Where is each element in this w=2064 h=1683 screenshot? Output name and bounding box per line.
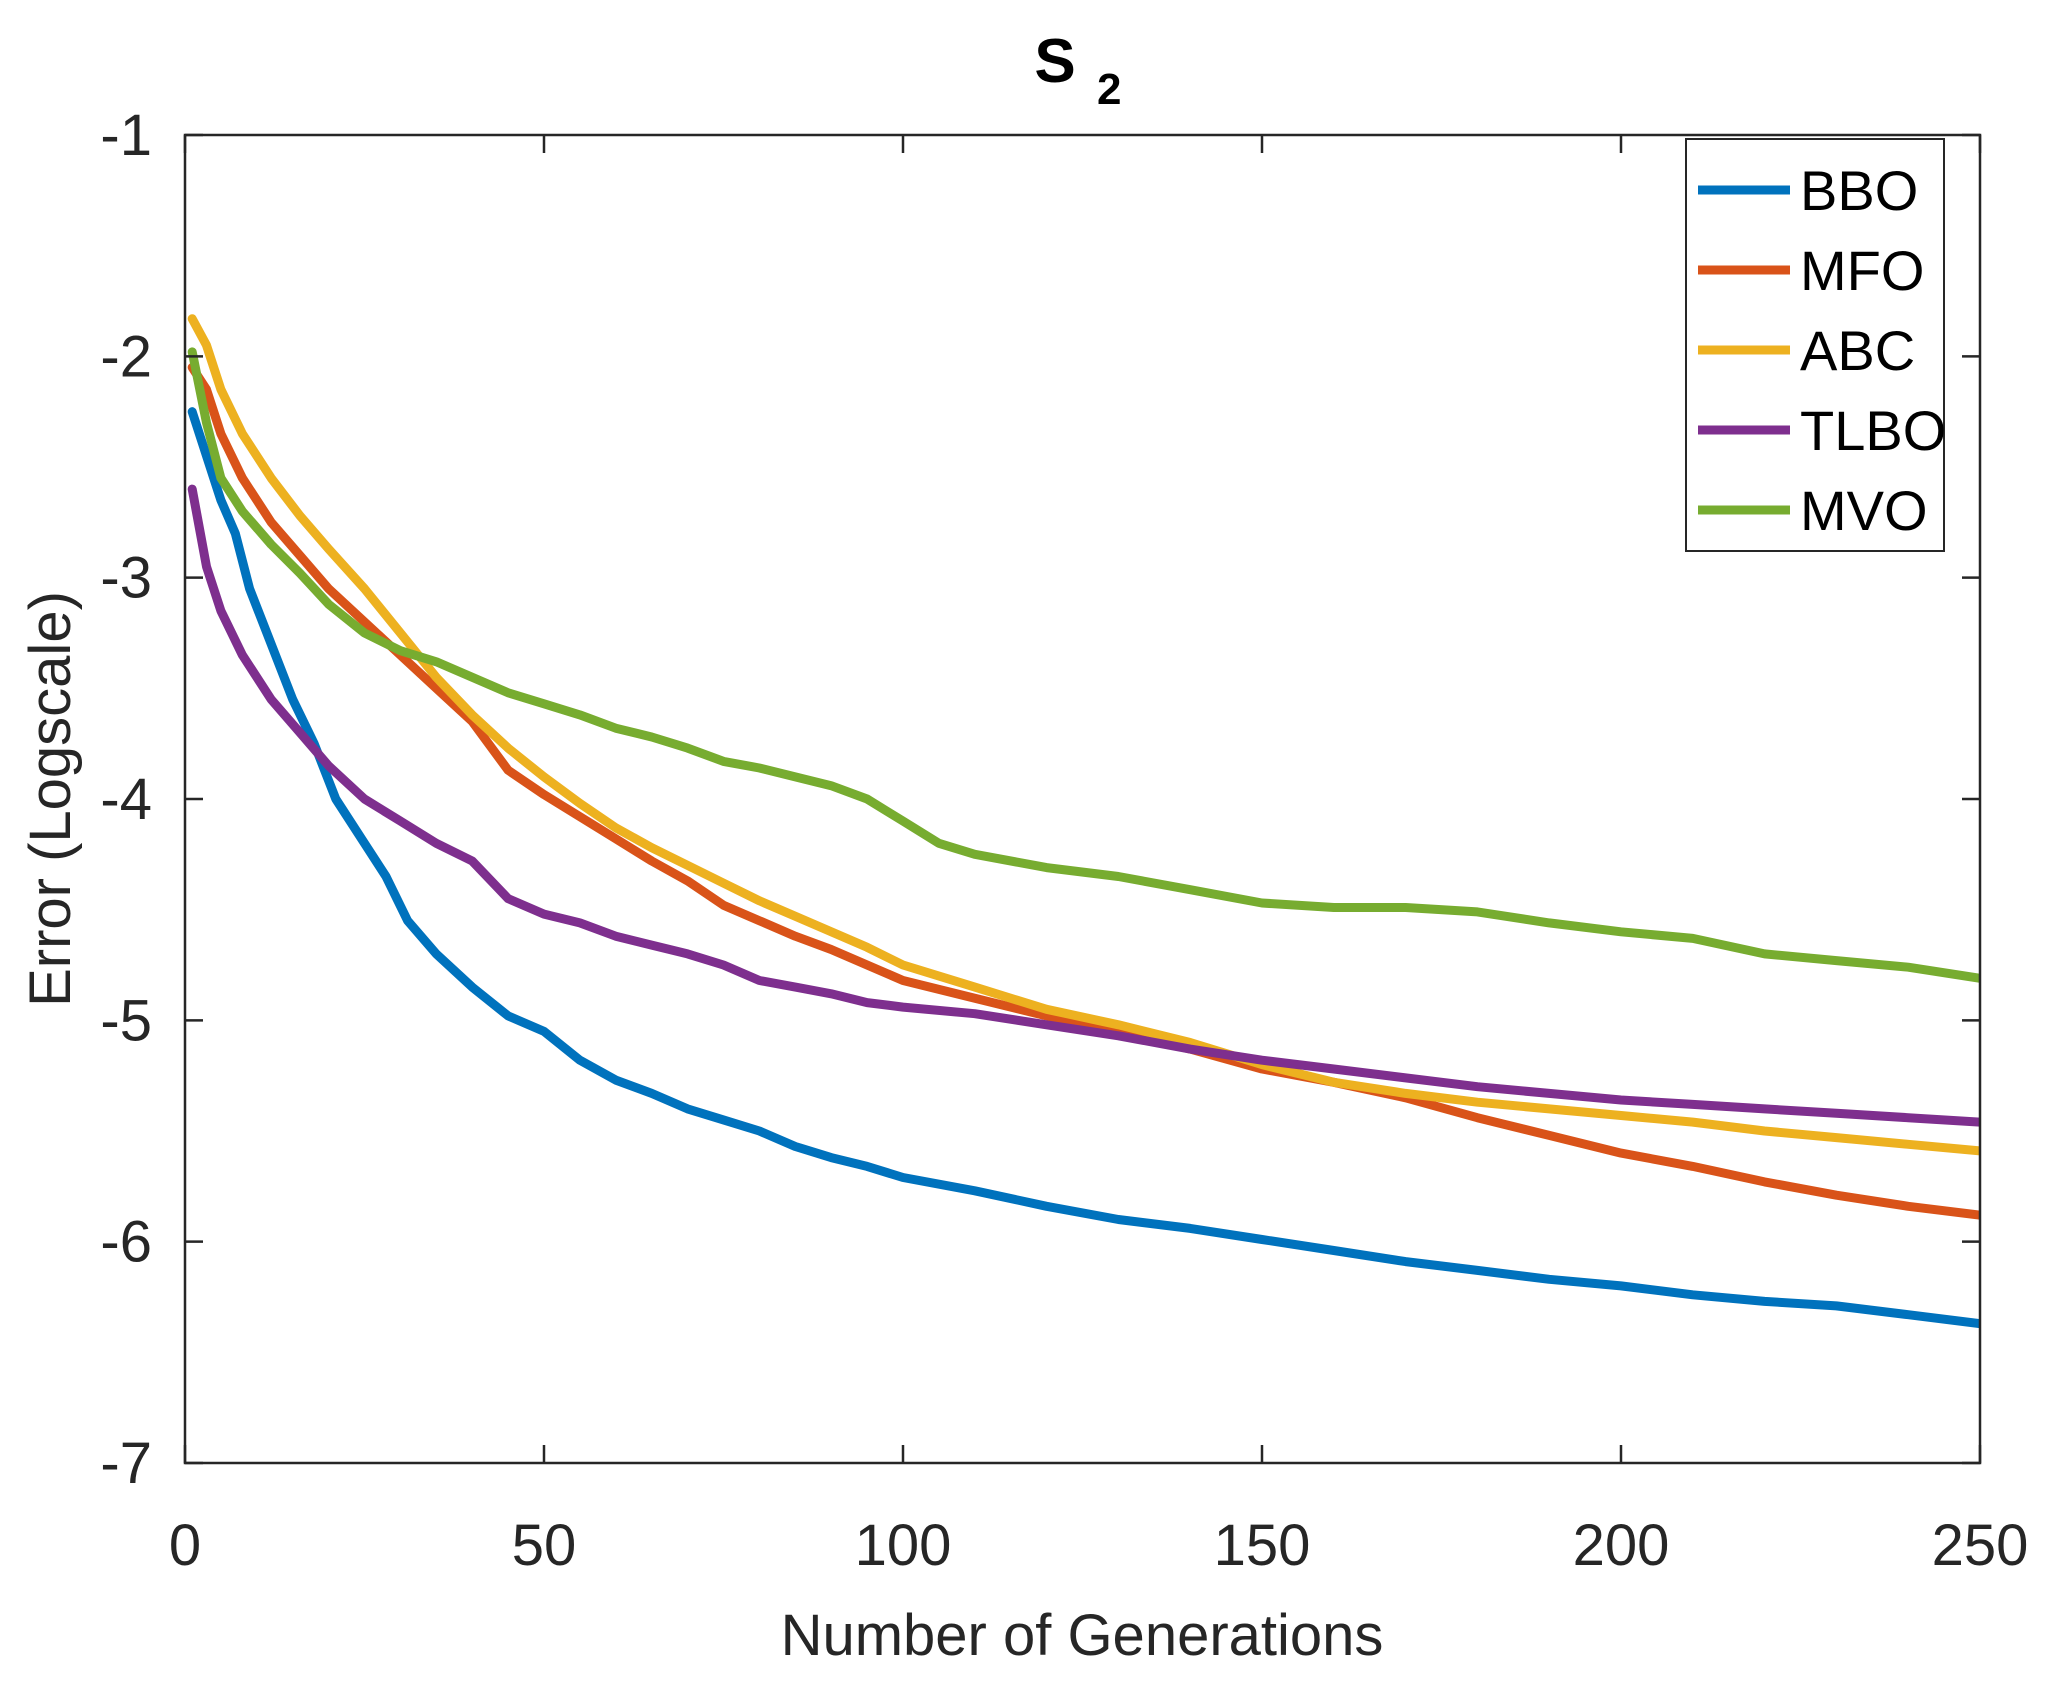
chart-title: S	[1034, 27, 1075, 96]
x-tick-label: 0	[169, 1513, 201, 1578]
x-tick-label: 50	[512, 1513, 577, 1578]
x-tick-label: 250	[1932, 1513, 2029, 1578]
legend-label-mvo: MVO	[1800, 479, 1928, 542]
y-tick-label: -3	[100, 546, 152, 611]
y-tick-label: -6	[100, 1210, 152, 1275]
y-tick-label: -4	[100, 767, 152, 832]
legend-box	[1685, 138, 1945, 552]
series-line-abc	[187, 314, 1980, 1156]
x-tick-label: 200	[1573, 1513, 1670, 1578]
legend-label-bbo: BBO	[1800, 159, 1918, 222]
x-tick-label: 150	[1214, 1513, 1311, 1578]
x-axis-label: Number of Generations	[781, 1603, 1384, 1668]
legend: BBO MFO ABC TLBO MVO	[1685, 138, 1946, 552]
series-line-mvo	[187, 347, 1980, 983]
y-tick-label: -5	[100, 988, 152, 1053]
x-tick-label: 100	[855, 1513, 952, 1578]
y-axis-label: Error (Logscale)	[18, 591, 83, 1007]
y-tick-label: -7	[100, 1431, 152, 1496]
x-axis: 0 50 100 150 200 250	[169, 135, 2029, 1578]
y-tick-label: -1	[100, 103, 152, 168]
series-line-tlbo	[187, 484, 1980, 1127]
chart-title-subscript: 2	[1097, 65, 1121, 114]
y-tick-label: -2	[100, 324, 152, 389]
legend-label-tlbo: TLBO	[1800, 399, 1946, 462]
y-axis: -1 -2 -3 -4 -5 -6 -7	[100, 103, 1980, 1496]
series-layer	[187, 314, 1980, 1329]
legend-label-mfo: MFO	[1800, 239, 1924, 302]
series-line-bbo	[187, 407, 1980, 1329]
series-line-mfo	[187, 362, 1980, 1220]
legend-label-abc: ABC	[1800, 319, 1915, 382]
